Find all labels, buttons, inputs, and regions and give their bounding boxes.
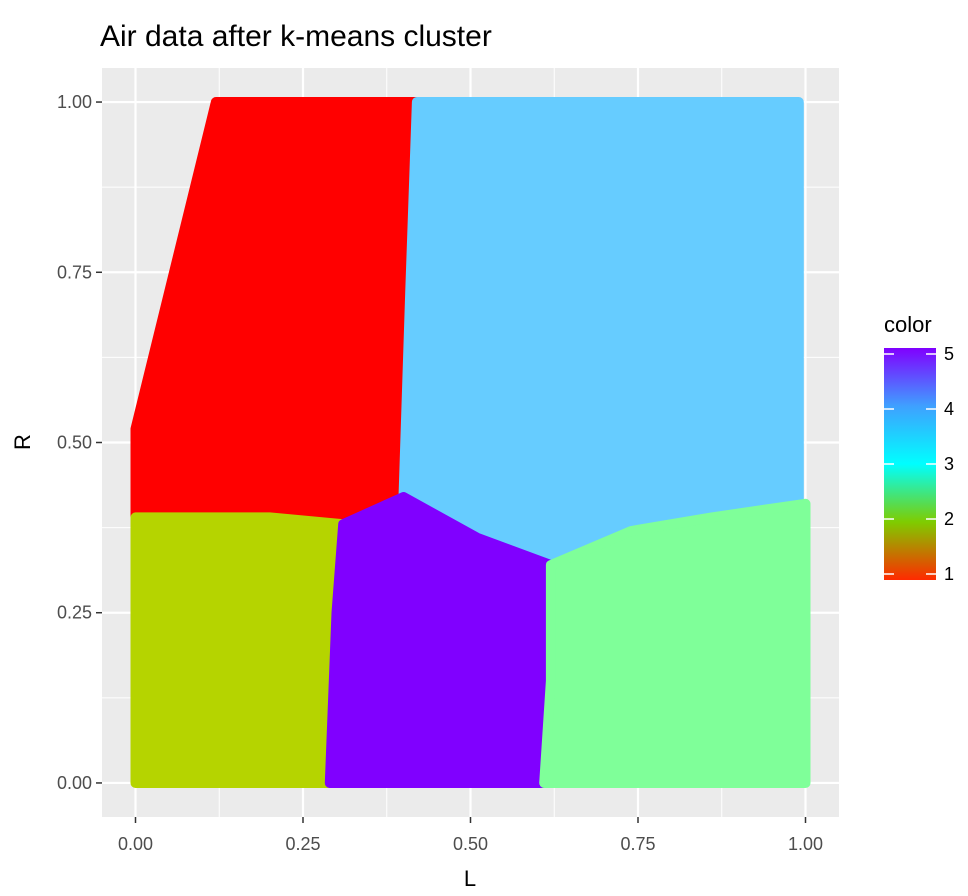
chart-title: Air data after k-means cluster — [100, 20, 492, 53]
x-tick-label: 0.75 — [620, 834, 655, 854]
legend-tick-label: 3 — [944, 454, 954, 474]
x-tick-label: 1.00 — [788, 834, 823, 854]
cluster-points — [130, 512, 349, 788]
cluster-points — [398, 97, 804, 564]
legend-tick-label: 5 — [944, 344, 954, 364]
y-tick-label: 0.00 — [57, 773, 92, 793]
legend-title: color — [884, 312, 932, 337]
y-axis-title: R — [10, 434, 35, 450]
x-tick-label: 0.25 — [285, 834, 320, 854]
legend-tick-label: 4 — [944, 399, 954, 419]
clusters — [130, 97, 811, 788]
x-tick-label: 0.50 — [453, 834, 488, 854]
y-tick-label: 0.25 — [57, 603, 92, 623]
legend: color 1 2 3 4 5 — [884, 312, 954, 584]
y-tick-label: 0.50 — [57, 433, 92, 453]
y-tick-label: 1.00 — [57, 92, 92, 112]
y-tick-label: 0.75 — [57, 262, 92, 282]
cluster-points — [539, 498, 811, 788]
x-axis-title: L — [464, 866, 476, 891]
x-tick-label: 0.00 — [118, 834, 153, 854]
legend-tick-label: 2 — [944, 509, 954, 529]
legend-tick-label: 1 — [944, 564, 954, 584]
y-axis: 0.00 0.25 0.50 0.75 1.00 — [57, 92, 102, 793]
x-axis: 0.00 0.25 0.50 0.75 1.00 — [118, 817, 823, 854]
